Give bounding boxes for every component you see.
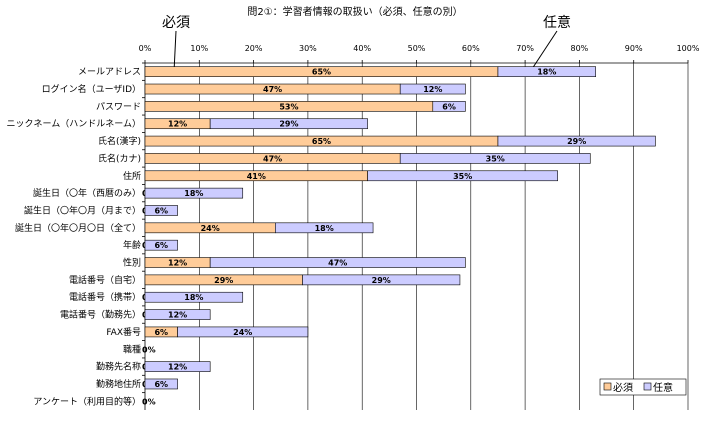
category-label: 氏名(漢字) [98, 135, 141, 147]
data-label: 24% [233, 328, 252, 337]
legend-box [599, 378, 687, 396]
data-label: 29% [214, 276, 233, 285]
bar-segment-nini [144, 378, 178, 390]
category-label: アンケート（利用目的等） [33, 395, 141, 407]
category-label: 電話番号（携帯） [69, 291, 141, 303]
category-label: 氏名(カナ) [98, 152, 141, 164]
bar-segment-nini [302, 274, 461, 286]
bar-segment-nini [144, 361, 211, 372]
bar-segment-nini [144, 309, 211, 320]
data-label: 6% [442, 102, 456, 111]
data-label: 18% [184, 189, 203, 198]
x-tick-label: 80% [571, 44, 589, 53]
data-label: 47% [263, 85, 282, 94]
bar-segment-nini [144, 187, 244, 199]
bar-segment-nini [144, 239, 178, 251]
legend-label-nini: 任意 [653, 381, 673, 394]
callout-nini: 任意 [543, 14, 571, 31]
x-tick-label: 30% [299, 44, 317, 53]
bar-segment-nini [209, 257, 466, 268]
x-tick-label: 60% [462, 44, 480, 53]
data-label: 0% [142, 397, 156, 406]
x-tick-label: 0% [139, 44, 152, 53]
data-label: 18% [315, 224, 334, 233]
bar-segment-nini [399, 83, 466, 95]
data-label: 29% [567, 137, 586, 146]
x-tick-label: 10% [190, 44, 208, 53]
data-label: 35% [453, 172, 472, 181]
category-label: メールアドレス [78, 68, 141, 78]
legend: 必須 任意 [599, 378, 687, 396]
data-label: 6% [154, 206, 168, 215]
data-label: 0% [142, 345, 156, 354]
category-label: パスワード [96, 101, 141, 112]
legend-label-hissu: 必須 [613, 381, 633, 394]
category-label: 電話番号（勤務先） [60, 309, 141, 321]
bar-segment-nini [432, 101, 466, 112]
category-label: 誕生日（〇年〇月（月まで） [24, 204, 141, 216]
data-label: 12% [168, 363, 187, 372]
category-label: 住所 [123, 170, 141, 182]
category-label: 誕生日（〇年〇月〇日（全て） [15, 222, 141, 234]
data-label: 35% [486, 154, 505, 163]
category-label: 職種 [123, 344, 141, 355]
data-label: 29% [279, 120, 298, 129]
bar-segment-nini [497, 66, 596, 77]
data-label: 24% [201, 224, 220, 233]
data-label: 53% [279, 102, 298, 111]
callout-nini-line [529, 30, 558, 73]
category-label: 誕生日（〇年（西暦のみ） [33, 187, 141, 199]
legend-swatch-hissu [603, 382, 612, 391]
data-label: 18% [537, 68, 556, 77]
data-label: 41% [247, 172, 266, 181]
data-label: 6% [154, 328, 168, 337]
bar-segment-nini [497, 135, 656, 147]
x-tick-label: 100% [677, 44, 700, 53]
callout-hissu: 必須 [162, 15, 190, 31]
bar-segment-nini [144, 205, 178, 216]
x-tick-label: 50% [408, 44, 426, 53]
data-label: 29% [372, 276, 391, 285]
category-label: 勤務先名称 [96, 361, 141, 373]
data-label: 6% [154, 241, 168, 250]
chart-title: 問2①：学習者情報の取扱い（必須、任意の別） [247, 5, 462, 18]
bar-segment-nini [367, 170, 558, 182]
data-label: 47% [263, 154, 282, 163]
category-label: ニックネーム（ハンドルネーム） [7, 119, 141, 130]
bar-segment-nini [399, 153, 591, 164]
bar-segment-nini [275, 222, 374, 234]
bar-segment-nini [144, 291, 244, 303]
data-label: 65% [312, 137, 331, 146]
data-label: 47% [328, 259, 347, 268]
bar-segment-nini [209, 118, 368, 130]
data-label: 12% [423, 85, 442, 94]
category-label: 勤務地住所 [96, 378, 141, 390]
plot-area: 0% 10% 20% 30% 40% 50% 60% 70% 80% 90% 100% メールアドレス… [7, 44, 700, 410]
data-label: 12% [168, 259, 187, 268]
data-label: 18% [184, 293, 203, 302]
data-label: 65% [312, 68, 331, 77]
x-tick-label: 20% [245, 44, 263, 53]
data-label: 6% [154, 380, 168, 389]
category-label: FAX番号 [106, 326, 141, 338]
bar-segment-nini [177, 326, 309, 338]
x-tick-label: 90% [625, 44, 643, 53]
legend-swatch-nini [643, 382, 652, 391]
data-label: 12% [168, 120, 187, 129]
category-label: 年齢 [123, 239, 141, 251]
x-tick-label: 40% [353, 44, 371, 53]
data-label: 12% [168, 311, 187, 320]
category-label: 電話番号（自宅） [69, 274, 141, 286]
category-label: 性別 [123, 257, 141, 269]
category-label: ログイン名（ユーザID） [42, 83, 141, 95]
callout-hissu-line [173, 30, 177, 73]
x-tick-label: 70% [516, 44, 534, 53]
